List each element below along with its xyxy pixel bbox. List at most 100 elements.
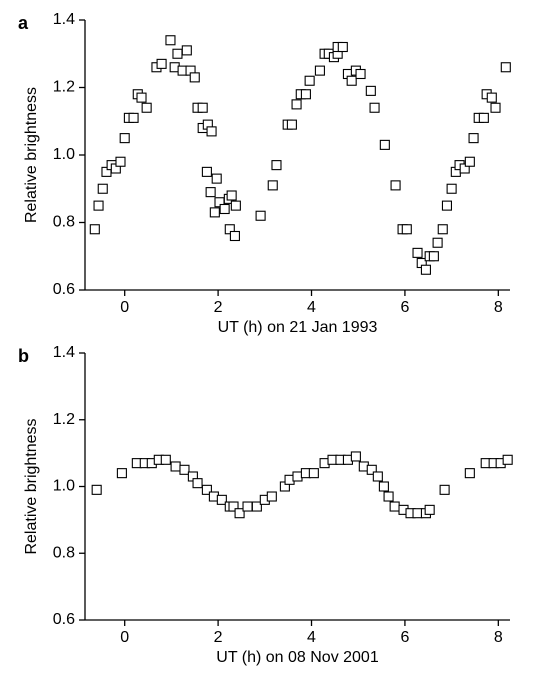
marker: [369, 102, 380, 113]
marker: [366, 464, 377, 475]
marker: [209, 207, 220, 218]
marker: [172, 48, 183, 59]
x-tick-label: 0: [120, 629, 129, 646]
marker: [251, 501, 262, 512]
marker: [502, 454, 513, 465]
marker: [229, 230, 240, 242]
y-tick-label: 0.8: [53, 544, 75, 561]
marker: [91, 484, 102, 495]
marker: [189, 72, 200, 83]
marker: [500, 62, 511, 73]
marker: [170, 461, 181, 472]
marker: [446, 183, 457, 194]
marker: [197, 102, 208, 113]
y-tick-label: 1.0: [53, 146, 75, 163]
marker: [292, 471, 303, 482]
marker: [141, 102, 152, 113]
marker: [355, 68, 366, 80]
marker: [230, 200, 241, 211]
marker: [181, 45, 192, 56]
marker: [346, 75, 357, 86]
marker: [439, 484, 450, 495]
marker: [350, 451, 361, 462]
marker: [412, 247, 423, 258]
marker: [206, 126, 217, 137]
marker: [372, 471, 383, 482]
marker: [401, 224, 412, 235]
y-axis-label: Relative brightness: [23, 87, 40, 223]
marker: [337, 41, 348, 53]
x-tick-label: 4: [307, 299, 316, 316]
marker: [136, 92, 147, 103]
marker: [115, 156, 126, 167]
y-tick-label: 1.0: [53, 478, 75, 495]
y-tick-label: 1.4: [53, 11, 75, 28]
marker: [291, 99, 302, 110]
marker: [390, 180, 401, 191]
marker: [128, 112, 139, 123]
x-tick-label: 6: [400, 629, 409, 646]
marker: [379, 139, 390, 150]
marker: [216, 494, 227, 505]
marker: [412, 508, 423, 519]
y-axis-label: Relative brightness: [23, 418, 40, 554]
marker: [437, 224, 448, 235]
marker: [424, 504, 435, 515]
marker: [478, 112, 489, 123]
marker: [441, 200, 453, 211]
x-tick-label: 4: [307, 629, 316, 646]
marker: [156, 58, 167, 69]
marker: [179, 464, 190, 475]
marker: [226, 190, 237, 201]
marker: [459, 163, 470, 174]
x-tick-label: 2: [214, 629, 223, 646]
x-tick-label: 8: [494, 629, 503, 646]
y-tick-label: 0.6: [53, 611, 75, 628]
marker: [271, 160, 282, 171]
marker: [211, 173, 222, 184]
marker: [389, 501, 400, 512]
panel-label: a: [18, 13, 29, 33]
marker: [420, 264, 431, 275]
marker: [201, 166, 212, 177]
marker: [468, 133, 479, 144]
marker: [286, 119, 297, 130]
marker: [255, 210, 266, 221]
marker: [93, 200, 104, 211]
panel-label: b: [18, 346, 29, 366]
y-tick-label: 1.4: [53, 344, 75, 361]
x-axis-label: UT (h) on 08 Nov 2001: [216, 649, 379, 666]
marker: [160, 454, 171, 465]
marker: [234, 508, 245, 519]
marker: [314, 65, 325, 76]
marker: [266, 491, 277, 502]
marker: [116, 468, 127, 479]
x-tick-label: 2: [214, 299, 223, 316]
y-tick-label: 1.2: [53, 411, 75, 428]
y-tick-label: 0.6: [53, 281, 75, 298]
y-tick-label: 1.2: [53, 79, 75, 96]
marker: [490, 102, 501, 113]
marker: [432, 237, 443, 248]
marker: [428, 251, 439, 262]
marker: [165, 35, 176, 46]
marker: [119, 133, 130, 144]
marker: [308, 468, 319, 479]
marker: [365, 85, 376, 96]
x-axis-label: UT (h) on 21 Jan 1993: [218, 319, 378, 336]
marker: [464, 156, 475, 167]
marker: [300, 89, 311, 100]
marker: [304, 75, 315, 86]
marker: [219, 203, 230, 215]
marker: [464, 468, 475, 479]
marker: [224, 224, 235, 235]
marker: [97, 183, 108, 194]
marker: [228, 501, 239, 512]
marker: [242, 501, 253, 512]
x-tick-label: 0: [120, 299, 129, 316]
marker: [267, 180, 278, 191]
y-tick-label: 0.8: [53, 214, 75, 231]
marker: [486, 92, 497, 103]
